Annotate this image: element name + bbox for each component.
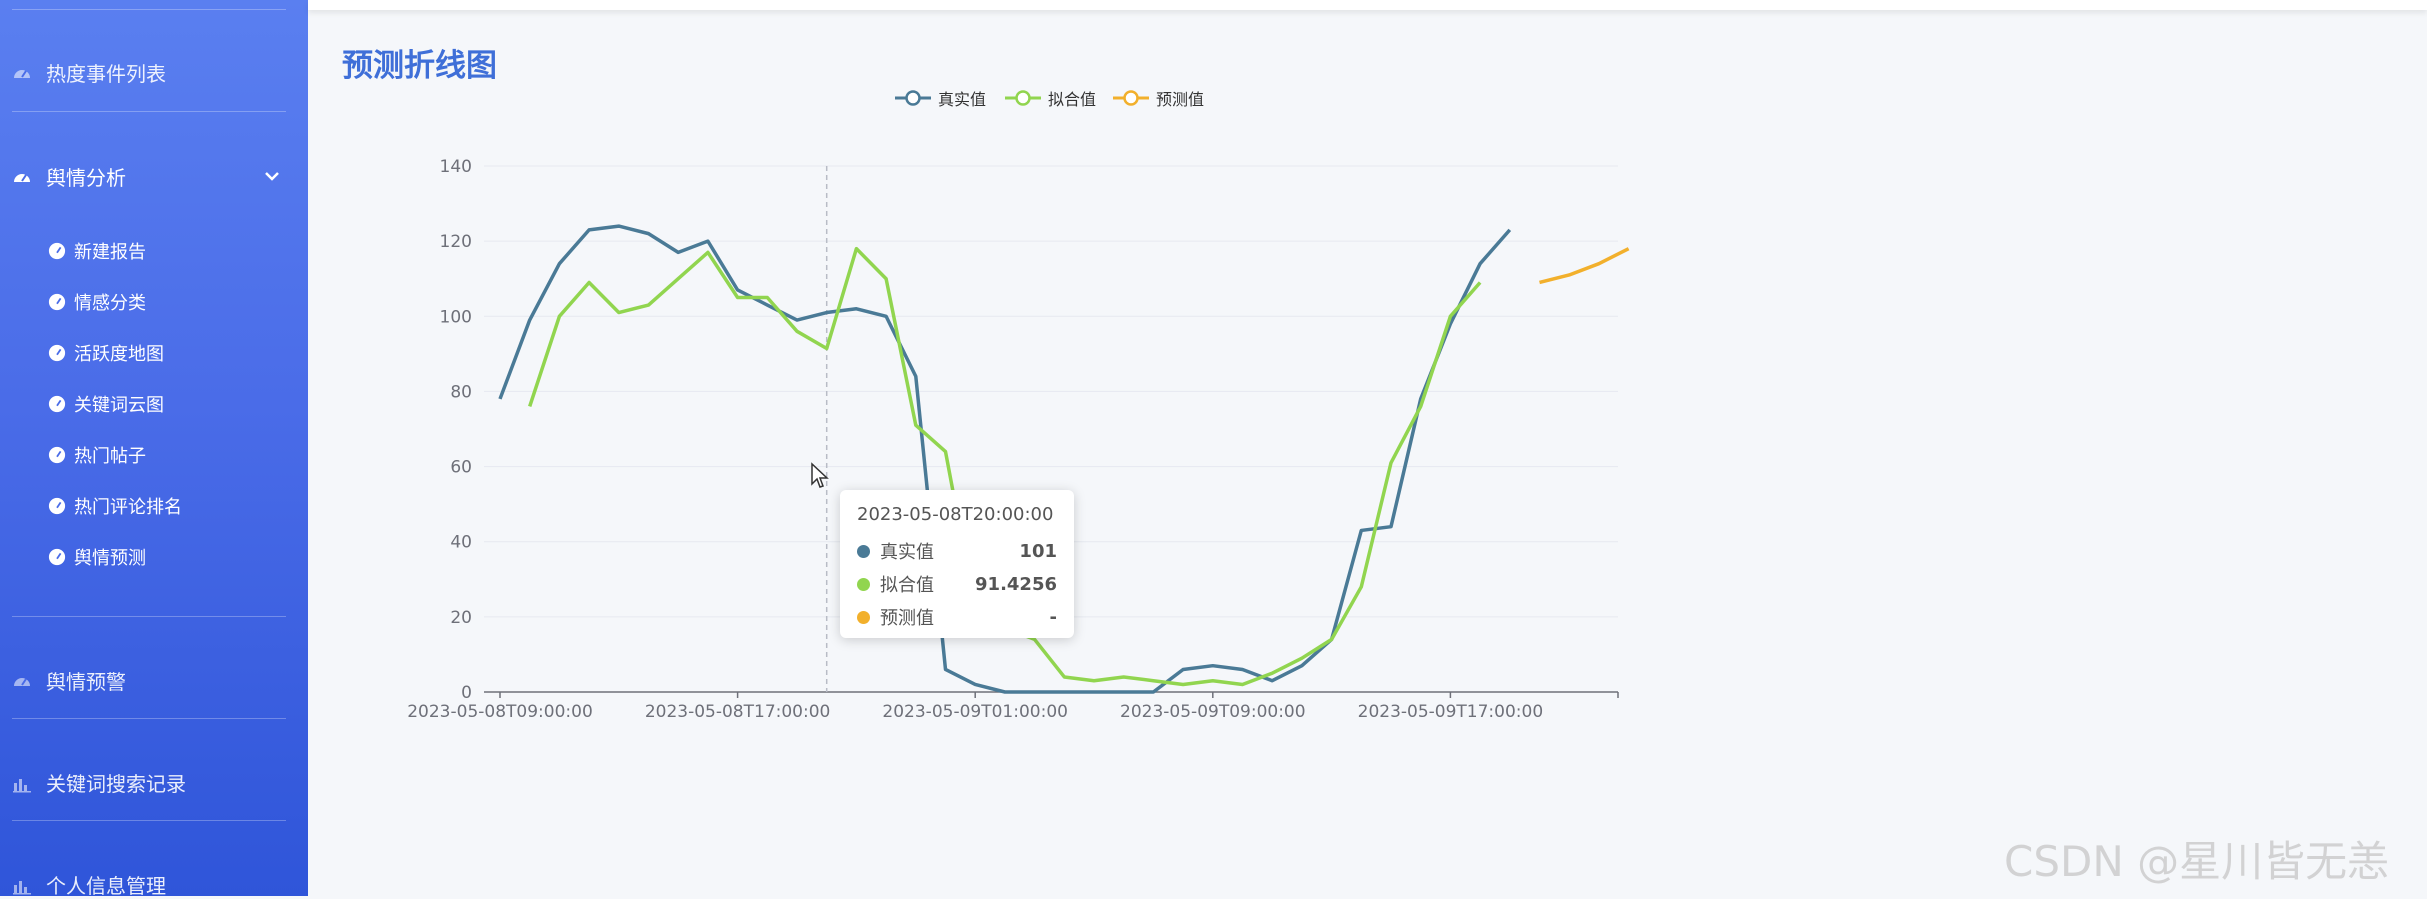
sidebar-subitem-label: 情感分类 bbox=[74, 293, 146, 314]
series-dot-icon bbox=[857, 577, 870, 591]
sidebar-subitem-sentiment-forecast[interactable]: 舆情预测 bbox=[48, 544, 146, 570]
speedometer-icon bbox=[48, 446, 66, 464]
mouse-cursor-icon bbox=[811, 462, 829, 488]
series-dot-icon bbox=[857, 610, 870, 624]
tooltip-row: 预测值 - bbox=[857, 604, 1057, 630]
legend-label: 预测值 bbox=[1156, 90, 1205, 109]
tooltip-row: 真实值 101 bbox=[857, 538, 1057, 564]
sidebar-subitem-label: 关键词云图 bbox=[74, 395, 164, 416]
legend-item-forecast[interactable]: 预测值 bbox=[1112, 86, 1204, 110]
sidebar-item-label: 热度事件列表 bbox=[46, 62, 166, 86]
sidebar-item-keyword-search-history[interactable]: 关键词搜索记录 bbox=[12, 768, 186, 797]
legend-line-circle-icon bbox=[1113, 90, 1149, 106]
legend-label: 拟合值 bbox=[1048, 90, 1097, 109]
tooltip-series-name: 拟合值 bbox=[880, 575, 934, 596]
sidebar-subitem-hot-comment-ranking[interactable]: 热门评论排名 bbox=[48, 493, 182, 519]
speedometer-icon bbox=[12, 671, 32, 691]
sidebar-subitem-label: 新建报告 bbox=[74, 242, 146, 263]
sidebar-item-label: 个人信息管理 bbox=[46, 874, 166, 898]
sidebar: 热度事件列表 舆情分析 新建报告 情感分类 活跃度地图 关键词云图 热门帖子 热… bbox=[0, 0, 308, 899]
series-dot-icon bbox=[857, 544, 870, 558]
sidebar-divider bbox=[12, 718, 286, 719]
sidebar-subitem-label: 舆情预测 bbox=[74, 548, 146, 569]
speedometer-icon bbox=[48, 548, 66, 566]
sidebar-item-label: 舆情预警 bbox=[46, 670, 126, 694]
sidebar-divider bbox=[12, 9, 286, 10]
sidebar-subitem-emotion-classification[interactable]: 情感分类 bbox=[48, 289, 146, 315]
series-line-0 bbox=[498, 224, 1512, 694]
y-tick-label: 0 bbox=[461, 683, 472, 703]
sidebar-item-label: 舆情分析 bbox=[46, 166, 126, 190]
watermark: CSDN @星川皆无恙 bbox=[2004, 837, 2390, 886]
chart-tooltip: 2023-05-08T20:00:00 真实值 101 拟合值 91.4256 … bbox=[840, 490, 1074, 638]
speedometer-icon bbox=[48, 242, 66, 260]
y-tick-label: 40 bbox=[450, 533, 472, 553]
speedometer-icon bbox=[48, 395, 66, 413]
y-tick-label: 20 bbox=[450, 608, 472, 628]
sidebar-subitem-keyword-cloud[interactable]: 关键词云图 bbox=[48, 391, 164, 417]
legend-line-circle-icon bbox=[1005, 90, 1041, 106]
y-tick-label: 120 bbox=[440, 232, 472, 252]
speedometer-icon bbox=[12, 63, 32, 83]
sidebar-subitem-label: 活跃度地图 bbox=[74, 344, 164, 365]
sidebar-subitem-new-report[interactable]: 新建报告 bbox=[48, 238, 146, 264]
y-tick-label: 100 bbox=[440, 307, 472, 327]
legend-line-circle-icon bbox=[895, 90, 931, 106]
bar-chart-icon bbox=[12, 773, 32, 793]
tooltip-series-name: 预测值 bbox=[880, 608, 934, 629]
speedometer-icon bbox=[48, 344, 66, 362]
y-tick-label: 60 bbox=[450, 458, 472, 478]
legend-label: 真实值 bbox=[938, 90, 987, 109]
sidebar-item-sentiment-analysis[interactable]: 舆情分析 bbox=[12, 162, 126, 191]
chevron-down-icon[interactable] bbox=[262, 166, 282, 186]
y-tick-label: 140 bbox=[440, 157, 472, 177]
x-tick-label: 2023-05-09T01:00:00 bbox=[882, 702, 1068, 722]
sidebar-item-hot-events[interactable]: 热度事件列表 bbox=[12, 58, 166, 87]
sidebar-subitem-label: 热门评论排名 bbox=[74, 497, 182, 518]
speedometer-icon bbox=[48, 293, 66, 311]
sidebar-item-sentiment-warning[interactable]: 舆情预警 bbox=[12, 666, 126, 695]
x-tick-label: 2023-05-09T17:00:00 bbox=[1358, 702, 1544, 722]
sidebar-subitem-hot-posts[interactable]: 热门帖子 bbox=[48, 442, 146, 468]
sidebar-subitem-activity-map[interactable]: 活跃度地图 bbox=[48, 340, 164, 366]
y-tick-label: 80 bbox=[450, 382, 472, 402]
sidebar-divider bbox=[12, 820, 286, 821]
sidebar-item-personal-info[interactable]: 个人信息管理 bbox=[12, 870, 166, 899]
tooltip-row: 拟合值 91.4256 bbox=[857, 571, 1057, 597]
tooltip-series-value: 101 bbox=[1019, 540, 1057, 562]
series-line-2 bbox=[1539, 247, 1630, 285]
sidebar-divider bbox=[12, 616, 286, 617]
x-tick-label: 2023-05-08T17:00:00 bbox=[645, 702, 831, 722]
tooltip-series-name: 真实值 bbox=[880, 542, 934, 563]
tooltip-series-value: - bbox=[1049, 606, 1057, 628]
sidebar-item-label: 关键词搜索记录 bbox=[46, 772, 186, 796]
tooltip-title: 2023-05-08T20:00:00 bbox=[857, 504, 1054, 525]
speedometer-icon bbox=[48, 497, 66, 515]
sidebar-subitem-label: 热门帖子 bbox=[74, 446, 146, 467]
x-tick-label: 2023-05-08T09:00:00 bbox=[407, 702, 593, 722]
legend-item-fitted[interactable]: 拟合值 bbox=[1004, 86, 1096, 110]
x-tick-label: 2023-05-09T09:00:00 bbox=[1120, 702, 1306, 722]
tooltip-series-value: 91.4256 bbox=[975, 573, 1057, 595]
speedometer-icon bbox=[12, 167, 32, 187]
sidebar-divider bbox=[12, 111, 286, 112]
top-bar bbox=[308, 0, 2427, 10]
legend-item-actual[interactable]: 真实值 bbox=[894, 86, 986, 110]
bar-chart-icon bbox=[12, 875, 32, 895]
page-title: 预测折线图 bbox=[342, 48, 497, 84]
